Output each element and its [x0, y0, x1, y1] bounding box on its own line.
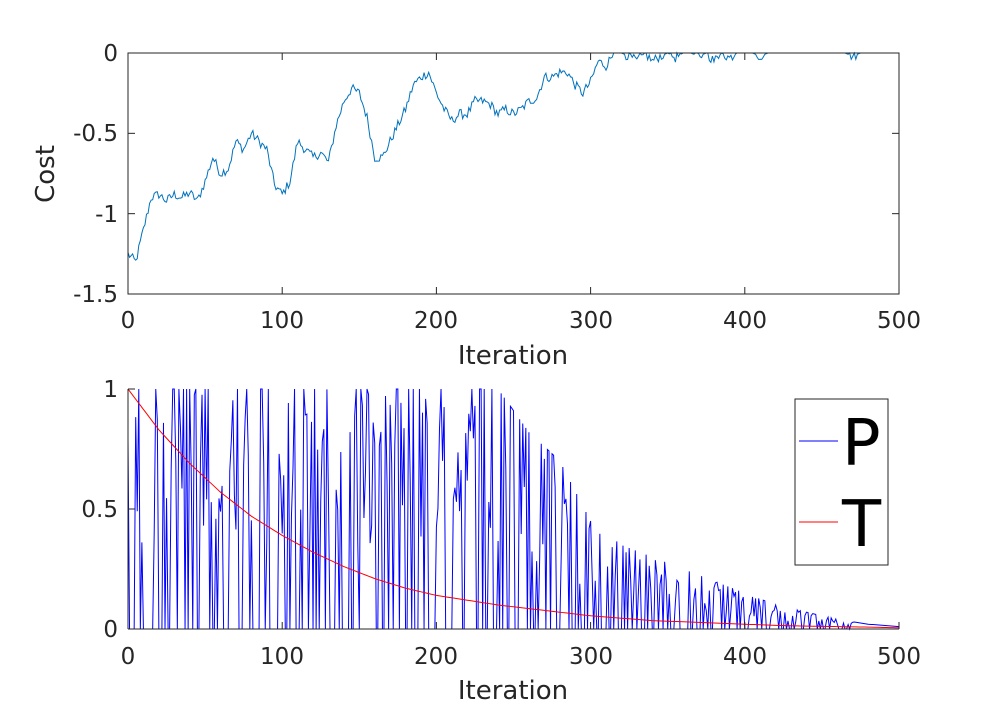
cost-x-tick-label: 500 — [877, 308, 921, 334]
legend-p-label: P — [842, 407, 881, 481]
cost-x-tick-label: 200 — [414, 308, 458, 334]
cost-x-tick-label: 100 — [260, 308, 304, 334]
t-series-line — [127, 388, 900, 629]
probability-y-tick-label: 0 — [103, 617, 118, 643]
probability-x-tick-label: 0 — [121, 644, 136, 670]
probability-y-tick-label: 1 — [103, 377, 118, 403]
probability-x-tick-labels: 0 100 200 300 400 500 — [121, 644, 921, 670]
probability-x-tick-label: 100 — [260, 644, 304, 670]
cost-x-tick-labels: 0 100 200 300 400 500 — [121, 308, 921, 334]
cost-x-tick-label: 400 — [723, 308, 767, 334]
probability-y-tick-labels: 1 0.5 0 — [81, 377, 118, 643]
cost-y-tick-label: -1.5 — [73, 282, 118, 308]
cost-plot-frame — [127, 52, 900, 295]
legend-box — [794, 398, 889, 566]
cost-y-tick-label: 0 — [103, 41, 118, 67]
probability-x-tick-label: 400 — [723, 644, 767, 670]
cost-y-axis-label: Cost — [31, 145, 61, 203]
probability-x-axis-label: Iteration — [458, 676, 568, 706]
probability-tick-marks — [127, 388, 900, 630]
cost-y-tick-label: -0.5 — [73, 121, 118, 147]
legend: P T — [794, 398, 889, 566]
probability-chart: 0 100 200 300 400 500 1 0.5 0 Iteration … — [81, 377, 921, 706]
cost-y-tick-label: -1 — [95, 202, 118, 228]
probability-y-tick-label: 0.5 — [81, 497, 118, 523]
legend-t-label: T — [841, 488, 882, 562]
cost-tick-marks — [127, 52, 900, 295]
probability-x-tick-label: 500 — [877, 644, 921, 670]
cost-x-axis-label: Iteration — [458, 341, 568, 371]
cost-chart: 0 100 200 300 400 500 0 -0.5 -1 -1.5 Ite… — [31, 41, 921, 371]
cost-x-tick-label: 0 — [121, 308, 136, 334]
cost-x-tick-label: 300 — [569, 308, 613, 334]
probability-x-tick-label: 200 — [414, 644, 458, 670]
cost-y-tick-labels: 0 -0.5 -1 -1.5 — [73, 41, 118, 308]
probability-x-tick-label: 300 — [569, 644, 613, 670]
